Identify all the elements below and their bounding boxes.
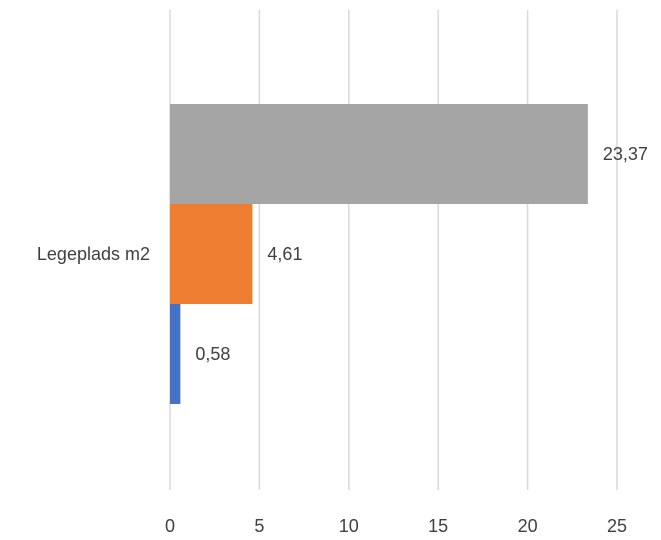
data-labels: 23,37 4,61 0,58	[195, 144, 648, 364]
x-axis-tick-labels: 0 5 10 15 20 25	[165, 516, 627, 536]
category-label: Legeplads m2	[37, 244, 150, 264]
data-label-2: 4,61	[267, 244, 302, 264]
data-label-3: 0,58	[195, 344, 230, 364]
x-tick-label-15: 15	[428, 516, 448, 536]
x-tick-label-20: 20	[518, 516, 538, 536]
data-label-1: 23,37	[603, 144, 648, 164]
x-tick-label-10: 10	[339, 516, 359, 536]
bars	[170, 104, 588, 404]
x-tick-label-5: 5	[254, 516, 264, 536]
bar-3	[170, 304, 181, 404]
bar-2	[170, 204, 253, 304]
gridlines	[169, 10, 618, 490]
bar-1	[170, 104, 588, 204]
x-tick-label-25: 25	[607, 516, 627, 536]
x-tick-label-0: 0	[165, 516, 175, 536]
